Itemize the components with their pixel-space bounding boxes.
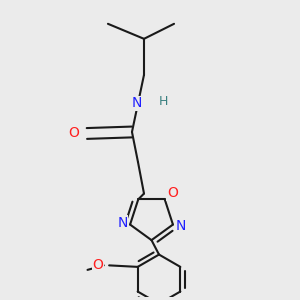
Text: H: H	[159, 95, 168, 108]
Text: N: N	[175, 219, 186, 233]
Text: O: O	[68, 127, 79, 140]
Text: N: N	[131, 96, 142, 110]
Text: O: O	[92, 258, 103, 272]
Text: N: N	[117, 216, 128, 230]
Text: O: O	[167, 186, 178, 200]
